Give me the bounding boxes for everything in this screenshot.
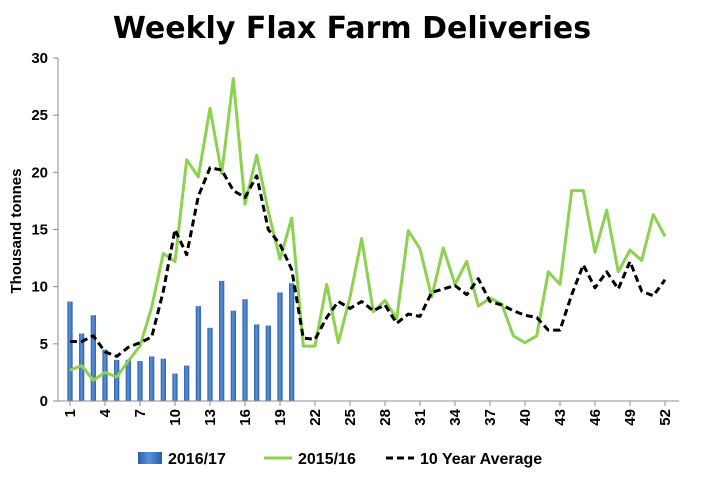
line-series-group [69, 77, 667, 382]
y-tick-label: 0 [40, 393, 48, 410]
y-axis-label: Thousand tonnes [8, 169, 25, 294]
y-tick-label: 5 [40, 336, 48, 353]
x-tick-label: 22 [307, 409, 324, 426]
bar-week-20 [289, 283, 295, 401]
bar-series-2016-17 [67, 280, 295, 401]
legend: 2016/17 2015/16 10 Year Average [138, 451, 542, 468]
bar-week-14 [219, 280, 225, 401]
x-tick-label: 19 [272, 409, 289, 426]
x-tick-label: 43 [552, 409, 569, 426]
x-tick-label: 4 [97, 408, 114, 417]
bar-week-8 [149, 356, 155, 401]
x-tick-label: 34 [447, 408, 464, 425]
y-tick-label: 10 [31, 279, 48, 296]
chart-title: Weekly Flax Farm Deliveries [113, 11, 591, 46]
x-tick-labels: 1 4 7 10 13 16 19 22 25 28 31 34 37 40 43 46 49 52 [62, 408, 674, 425]
x-tick-label: 37 [482, 409, 499, 426]
bar-week-9 [160, 358, 166, 401]
line-10-year-average [70, 166, 667, 358]
bar-week-1 [67, 301, 73, 401]
bar-week-7 [137, 360, 143, 401]
x-tick-label: 1 [62, 409, 79, 417]
x-tick-label: 46 [587, 409, 604, 426]
x-tick-label: 10 [167, 409, 184, 426]
legend-label-10-year-average: 10 Year Average [420, 451, 542, 468]
bar-week-4 [102, 349, 108, 401]
bar-week-13 [207, 327, 213, 401]
legend-swatch-2016-17 [138, 452, 162, 464]
x-tick-label: 16 [237, 409, 254, 426]
axes [53, 57, 679, 406]
bar-week-11 [184, 365, 190, 401]
y-tick-label: 20 [31, 164, 48, 181]
legend-label-2015-16: 2015/16 [298, 451, 356, 468]
x-tick-label: 31 [412, 409, 429, 426]
y-tick-labels: 0 5 10 15 20 25 30 [31, 50, 48, 410]
y-tick-label: 30 [31, 50, 48, 67]
x-tick-label: 7 [132, 409, 149, 417]
bar-week-3 [90, 315, 96, 401]
x-tick-label: 49 [622, 409, 639, 426]
x-tick-label: 40 [517, 409, 534, 426]
bar-week-5 [114, 359, 120, 401]
bar-week-16 [242, 299, 248, 401]
bar-week-17 [254, 324, 260, 401]
x-tick-label: 25 [342, 409, 359, 426]
x-tick-label: 52 [657, 409, 674, 426]
line-2015-16 [69, 77, 667, 382]
bar-week-6 [125, 359, 131, 401]
bar-week-12 [195, 306, 201, 401]
y-tick-label: 25 [31, 107, 48, 124]
bar-week-18 [265, 325, 271, 401]
bar-week-10 [172, 373, 178, 401]
bar-week-19 [277, 292, 283, 401]
legend-label-2016-17: 2016/17 [168, 451, 226, 468]
x-tick-label: 28 [377, 409, 394, 426]
x-tick-label: 13 [202, 409, 219, 426]
bar-week-15 [230, 310, 236, 401]
y-tick-label: 15 [31, 222, 48, 239]
